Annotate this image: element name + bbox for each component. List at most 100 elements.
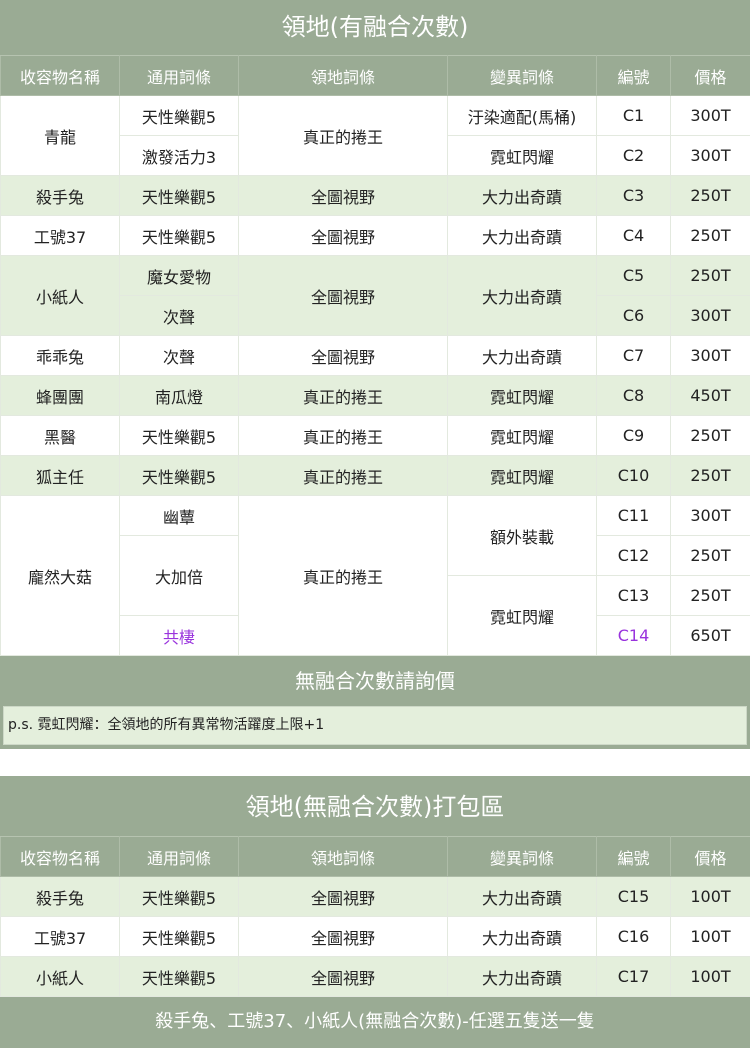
note-text: p.s. 霓虹閃耀：全領地的所有異常物活躍度上限+1 xyxy=(3,706,747,745)
header-mutation: 變異詞條 xyxy=(448,56,597,96)
header-name: 收容物名稱 xyxy=(1,56,120,96)
cell-price: 300T xyxy=(671,496,750,536)
table-row: 青龍 天性樂觀5 真正的捲王 汙染適配(馬桶) C1 300T xyxy=(1,96,750,136)
cell-mutation: 霓虹閃耀 xyxy=(448,416,597,456)
cell-name: 殺手兔 xyxy=(1,176,120,216)
header-price: 價格 xyxy=(671,56,750,96)
cell-general: 南瓜燈 xyxy=(120,376,239,416)
cell-general: 天性樂觀5 xyxy=(120,957,239,997)
cell-code: C13 xyxy=(597,576,671,616)
cell-price: 650T xyxy=(671,616,750,656)
cell-name: 狐主任 xyxy=(1,456,120,496)
table-row: 狐主任 天性樂觀5 真正的捲王 霓虹閃耀 C10 250T xyxy=(1,456,750,496)
cell-code: C7 xyxy=(597,336,671,376)
cell-general: 大加倍 xyxy=(120,536,239,616)
cell-code-highlight: C14 xyxy=(597,616,671,656)
cell-territory: 真正的捲王 xyxy=(239,416,448,456)
cell-price: 300T xyxy=(671,96,750,136)
cell-code: C12 xyxy=(597,536,671,576)
header-code: 編號 xyxy=(597,837,671,877)
cell-price: 250T xyxy=(671,176,750,216)
cell-name: 青龍 xyxy=(1,96,120,176)
table-row: 乖乖兔 次聲 全圖視野 大力出奇蹟 C7 300T xyxy=(1,336,750,376)
table-header: 收容物名稱 通用詞條 領地詞條 變異詞條 編號 價格 xyxy=(1,837,750,877)
cell-price: 250T xyxy=(671,576,750,616)
cell-general: 天性樂觀5 xyxy=(120,176,239,216)
cell-mutation: 大力出奇蹟 xyxy=(448,336,597,376)
cell-territory: 全圖視野 xyxy=(239,877,448,917)
cell-code: C4 xyxy=(597,216,671,256)
table-row: 工號37 天性樂觀5 全圖視野 大力出奇蹟 C16 100T xyxy=(1,917,750,957)
cell-general: 魔女愛物 xyxy=(120,256,239,296)
cell-price: 250T xyxy=(671,216,750,256)
inquiry-banner: 無融合次數請詢價 xyxy=(0,656,750,706)
cell-name: 殺手兔 xyxy=(1,877,120,917)
cell-code: C8 xyxy=(597,376,671,416)
cell-name: 龐然大菇 xyxy=(1,496,120,656)
cell-price: 300T xyxy=(671,336,750,376)
cell-territory: 真正的捲王 xyxy=(239,376,448,416)
table-row: 蜂團團 南瓜燈 真正的捲王 霓虹閃耀 C8 450T xyxy=(1,376,750,416)
cell-code: C6 xyxy=(597,296,671,336)
cell-general: 天性樂觀5 xyxy=(120,96,239,136)
cell-general: 天性樂觀5 xyxy=(120,877,239,917)
cell-territory: 真正的捲王 xyxy=(239,496,448,656)
cell-name: 乖乖兔 xyxy=(1,336,120,376)
cell-territory: 全圖視野 xyxy=(239,256,448,336)
table-row: 工號37 天性樂觀5 全圖視野 大力出奇蹟 C4 250T xyxy=(1,216,750,256)
table-row: 黑醫 天性樂觀5 真正的捲王 霓虹閃耀 C9 250T xyxy=(1,416,750,456)
table-row: 殺手兔 天性樂觀5 全圖視野 大力出奇蹟 C3 250T xyxy=(1,176,750,216)
cell-mutation: 大力出奇蹟 xyxy=(448,176,597,216)
cell-price: 250T xyxy=(671,536,750,576)
cell-general: 激發活力3 xyxy=(120,136,239,176)
cell-name: 黑醫 xyxy=(1,416,120,456)
cell-code: C16 xyxy=(597,917,671,957)
cell-territory: 全圖視野 xyxy=(239,957,448,997)
cell-general: 次聲 xyxy=(120,296,239,336)
cell-territory: 全圖視野 xyxy=(239,917,448,957)
cell-general: 幽蕈 xyxy=(120,496,239,536)
table-header: 收容物名稱 通用詞條 領地詞條 變異詞條 編號 價格 xyxy=(1,56,750,96)
cell-code: C10 xyxy=(597,456,671,496)
table-row: 小紙人 天性樂觀5 全圖視野 大力出奇蹟 C17 100T xyxy=(1,957,750,997)
cell-price: 100T xyxy=(671,957,750,997)
cell-code: C9 xyxy=(597,416,671,456)
header-mutation: 變異詞條 xyxy=(448,837,597,877)
cell-territory: 全圖視野 xyxy=(239,216,448,256)
cell-price: 100T xyxy=(671,917,750,957)
section2-table: 收容物名稱 通用詞條 領地詞條 變異詞條 編號 價格 殺手兔 天性樂觀5 全圖視… xyxy=(0,836,750,997)
cell-code: C1 xyxy=(597,96,671,136)
section1-table: 收容物名稱 通用詞條 領地詞條 變異詞條 編號 價格 青龍 天性樂觀5 真正的捲… xyxy=(0,55,750,656)
cell-price: 250T xyxy=(671,256,750,296)
cell-code: C5 xyxy=(597,256,671,296)
cell-general: 天性樂觀5 xyxy=(120,216,239,256)
cell-mutation: 霓虹閃耀 xyxy=(448,376,597,416)
cell-territory: 全圖視野 xyxy=(239,336,448,376)
cell-general: 次聲 xyxy=(120,336,239,376)
cell-code: C17 xyxy=(597,957,671,997)
cell-territory: 真正的捲王 xyxy=(239,456,448,496)
cell-mutation: 霓虹閃耀 xyxy=(448,456,597,496)
cell-general: 天性樂觀5 xyxy=(120,456,239,496)
header-code: 編號 xyxy=(597,56,671,96)
cell-name: 蜂團團 xyxy=(1,376,120,416)
cell-price: 100T xyxy=(671,877,750,917)
cell-mutation: 大力出奇蹟 xyxy=(448,957,597,997)
header-general: 通用詞條 xyxy=(120,56,239,96)
table-row: 小紙人 魔女愛物 全圖視野 大力出奇蹟 C5 250T xyxy=(1,256,750,296)
cell-price: 250T xyxy=(671,416,750,456)
cell-price: 300T xyxy=(671,136,750,176)
header-general: 通用詞條 xyxy=(120,837,239,877)
cell-mutation: 大力出奇蹟 xyxy=(448,216,597,256)
cell-mutation: 霓虹閃耀 xyxy=(448,576,597,656)
cell-mutation: 大力出奇蹟 xyxy=(448,877,597,917)
header-territory: 領地詞條 xyxy=(239,837,448,877)
cell-name: 小紙人 xyxy=(1,957,120,997)
cell-mutation: 汙染適配(馬桶) xyxy=(448,96,597,136)
header-territory: 領地詞條 xyxy=(239,56,448,96)
section1-title: 領地(有融合次數) xyxy=(0,0,750,55)
cell-name: 工號37 xyxy=(1,917,120,957)
table-row: 龐然大菇 幽蕈 真正的捲王 額外裝載 C11 300T xyxy=(1,496,750,536)
cell-mutation: 大力出奇蹟 xyxy=(448,917,597,957)
cell-territory: 真正的捲王 xyxy=(239,96,448,176)
